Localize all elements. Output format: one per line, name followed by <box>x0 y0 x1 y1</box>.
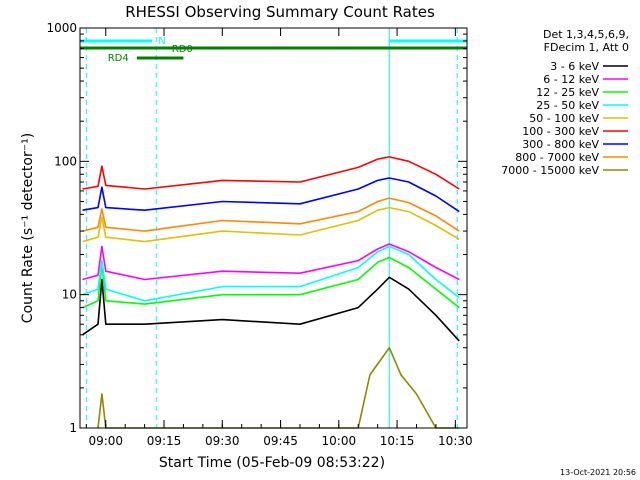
series-line-5 <box>82 206 460 243</box>
chart-title: RHESSI Observing Summary Count Rates <box>125 3 435 21</box>
annotation-label: RD0 <box>172 44 193 55</box>
y-axis-label: Count Rate (s⁻¹ detector⁻¹) <box>20 133 36 323</box>
legend: Det 1,3,4,5,6,9,FDecim 1, Att 0 3 - 6 keV… <box>501 28 629 177</box>
legend-header: FDecim 1, Att 0 <box>544 41 629 54</box>
x-tick-label: 09:15 <box>147 434 182 448</box>
x-axis-ticks: 09:00 09:15 09:30 09:45 10:00 10:15 10:30 <box>85 28 473 448</box>
series-line-2 <box>82 243 460 281</box>
series-line-7 <box>82 177 460 213</box>
x-tick-label: 10:00 <box>322 434 357 448</box>
timestamp: 13-Oct-2021 20:56 <box>560 468 636 477</box>
series-line-9 <box>97 346 460 429</box>
legend-header: Det 1,3,4,5,6,9, <box>543 28 629 41</box>
x-tick-label: 09:30 <box>205 434 240 448</box>
x-tick-label: 10:15 <box>380 434 415 448</box>
x-tick-label: 09:00 <box>88 434 123 448</box>
legend-label: 6 - 12 keV <box>543 73 599 86</box>
legend-label: 3 - 6 keV <box>550 60 599 73</box>
y-tick-label: 1 <box>69 421 77 435</box>
series-line-1 <box>82 276 460 342</box>
y-tick-label: 1000 <box>46 21 77 35</box>
series-line-4 <box>82 245 460 302</box>
legend-label: 300 - 800 keV <box>522 138 599 151</box>
legend-label: 7000 - 15000 keV <box>501 164 599 177</box>
x-tick-label: 10:30 <box>438 434 473 448</box>
x-tick-label: 09:45 <box>263 434 298 448</box>
legend-label: 800 - 7000 keV <box>515 151 599 164</box>
series-line-8 <box>82 197 460 232</box>
legend-label: 50 - 100 keV <box>529 112 599 125</box>
plot-area: N RD0 RD4 09:00 09:15 09:30 09:45 10:00 10:15 10… <box>46 21 472 448</box>
annotation-label: RD4 <box>108 53 129 64</box>
plot-frame <box>79 27 468 429</box>
series-line-6 <box>82 156 460 190</box>
y-tick-label: 100 <box>54 154 77 168</box>
y-axis-ticks: 1 10 100 1000 <box>46 21 467 435</box>
legend-label: 100 - 300 keV <box>522 125 599 138</box>
series-layer <box>82 156 460 429</box>
annotations-layer: N RD0 RD4 <box>80 28 467 428</box>
legend-label: 12 - 25 keV <box>536 86 599 99</box>
y-tick-label: 10 <box>62 288 77 302</box>
legend-label: 25 - 50 keV <box>536 99 599 112</box>
annotation-label: N <box>158 36 165 47</box>
x-axis-label: Start Time (05-Feb-09 08:53:22) <box>159 455 385 471</box>
